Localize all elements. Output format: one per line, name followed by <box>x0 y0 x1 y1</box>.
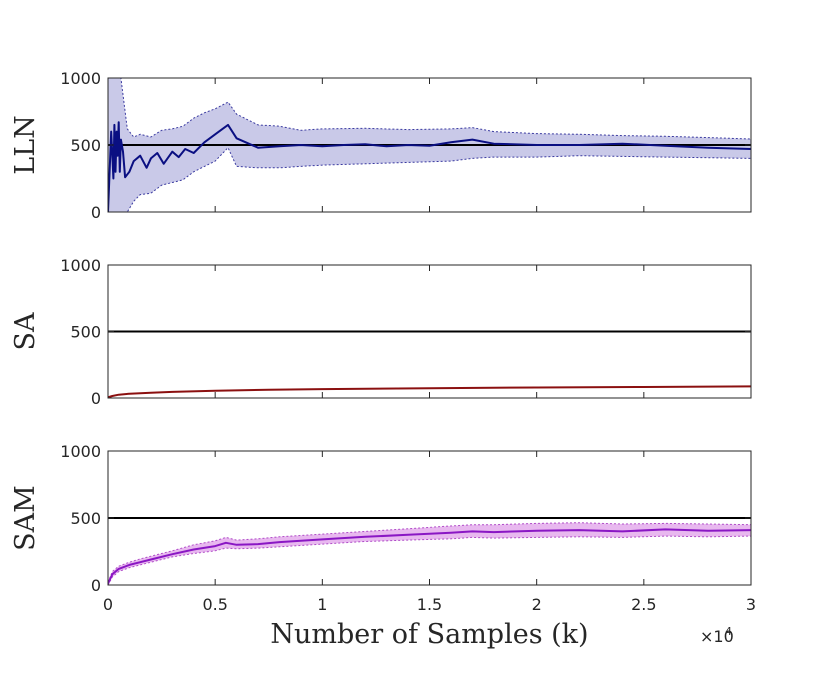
band-upper-edge <box>108 522 751 583</box>
mean-line <box>108 385 751 398</box>
band-upper-edge <box>108 78 751 140</box>
y-tick-label: 500 <box>70 136 101 155</box>
y-tick-label: 0 <box>91 389 101 408</box>
x-tick-label: 0 <box>103 595 113 614</box>
x-tick-label: 3 <box>746 595 756 614</box>
x-tick-label: 0.5 <box>202 595 227 614</box>
subplot-sam: 0 0.5 1 1.5 2 2.5 3 0 500 1000 SAM Number of Sample… <box>10 442 756 650</box>
subplot-lln: 0 500 1000 LLN <box>10 69 752 222</box>
y-axis-label: SA <box>10 312 41 350</box>
confidence-band <box>108 522 751 585</box>
x-axis-multiplier: ×10 <box>700 627 734 646</box>
y-tick-label: 500 <box>70 323 101 342</box>
y-tick-label: 1000 <box>60 256 101 275</box>
x-tick-label: 2.5 <box>631 595 656 614</box>
y-tick-label: 1000 <box>60 442 101 461</box>
subplot-sa: 0 500 1000 SA <box>10 256 752 408</box>
y-tick-label: 1000 <box>60 69 101 88</box>
x-axis-multiplier-power: 4 <box>725 625 732 638</box>
y-axis-label: LLN <box>10 115 41 174</box>
mean-line <box>108 121 751 212</box>
band-lower-edge <box>108 535 751 585</box>
x-axis-label: Number of Samples (k) <box>270 619 588 650</box>
x-tick-label: 1 <box>317 595 327 614</box>
y-tick-label: 500 <box>70 509 101 528</box>
band-lower-edge <box>108 146 751 212</box>
y-axis-label: SAM <box>10 485 41 551</box>
y-tick-label: 0 <box>91 203 101 222</box>
x-tick-label: 1.5 <box>417 595 442 614</box>
mean-line <box>108 528 751 585</box>
x-tick-label: 2 <box>532 595 542 614</box>
y-tick-label: 0 <box>91 576 101 595</box>
